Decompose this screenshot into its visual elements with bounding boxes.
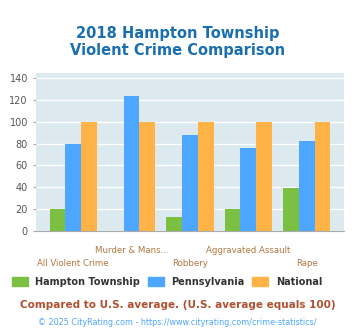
- Bar: [140, 122, 155, 231]
- Bar: [50, 209, 65, 231]
- Legend: Hampton Township, Pennsylvania, National: Hampton Township, Pennsylvania, National: [12, 277, 322, 287]
- Text: 2018 Hampton Township: 2018 Hampton Township: [76, 26, 279, 41]
- Bar: [315, 122, 330, 231]
- Bar: [81, 122, 97, 231]
- Bar: [198, 122, 214, 231]
- Text: Robbery: Robbery: [172, 259, 208, 268]
- Bar: [225, 209, 240, 231]
- Text: Violent Crime Comparison: Violent Crime Comparison: [70, 43, 285, 58]
- Bar: [256, 122, 272, 231]
- Bar: [65, 144, 81, 231]
- Text: © 2025 CityRating.com - https://www.cityrating.com/crime-statistics/: © 2025 CityRating.com - https://www.city…: [38, 318, 317, 327]
- Bar: [299, 142, 315, 231]
- Bar: [166, 217, 182, 231]
- Bar: [182, 135, 198, 231]
- Bar: [240, 148, 256, 231]
- Text: Murder & Mans...: Murder & Mans...: [95, 246, 168, 255]
- Text: Compared to U.S. average. (U.S. average equals 100): Compared to U.S. average. (U.S. average …: [20, 300, 335, 310]
- Text: All Violent Crime: All Violent Crime: [37, 259, 109, 268]
- Text: Aggravated Assault: Aggravated Assault: [206, 246, 290, 255]
- Text: Rape: Rape: [296, 259, 318, 268]
- Bar: [124, 96, 140, 231]
- Bar: [283, 188, 299, 231]
